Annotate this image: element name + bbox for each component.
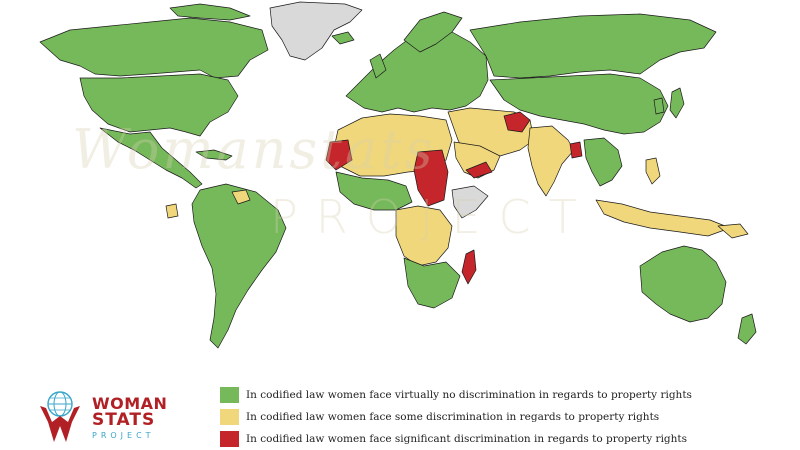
legend-item-none: In codified law women face virtually no … [220,384,780,406]
logo-wordmark: WOMAN STATS PROJECT [92,396,167,444]
region-mexico-central-america [99,127,203,189]
world-map: Womanstats PROJECT [39,1,757,349]
legend-swatch-some [220,409,239,425]
region-southern-africa [403,257,461,309]
legend-label-some: In codified law women face some discrimi… [246,411,660,423]
region-scandinavia [403,11,463,53]
womanstats-logo: WOMAN STATS PROJECT [34,386,214,445]
region-west-africa [335,171,413,211]
region-mauritania [325,139,353,171]
region-australia [639,245,727,323]
legend-item-some: In codified law women face some discrimi… [220,406,780,428]
region-philippines [645,157,661,185]
region-south-america [191,183,287,349]
region-suriname [165,203,179,219]
region-united-states [79,73,239,137]
region-greenland [269,1,363,61]
logo-line-2: STATS [92,410,156,430]
world-map-svg [39,1,757,349]
region-bangladesh [569,141,583,159]
region-iceland [331,31,355,45]
region-indonesia [595,199,731,237]
region-sudan [413,149,449,207]
legend-swatch-significant [220,431,239,447]
region-central-africa [395,205,453,267]
region-india [527,125,575,197]
region-afghanistan [503,111,531,133]
region-guyana [231,189,251,205]
globe-hands-icon [40,391,80,442]
logo-line-1: WOMAN [92,394,168,413]
region-madagascar [461,249,477,285]
region-british-isles [369,53,387,79]
region-europe [345,29,489,113]
region-yemen [465,161,493,179]
region-korea [653,97,665,115]
region-arctic-islands [169,3,251,21]
region-papua-new-guinea [717,223,749,239]
region-japan [669,87,685,119]
region-southeast-asia [583,137,623,187]
legend-label-none: In codified law women face virtually no … [246,389,692,401]
legend-item-significant: In codified law women face significant d… [220,428,780,450]
legend-label-significant: In codified law women face significant d… [246,433,688,445]
region-caribbean [195,149,233,161]
region-russia [469,13,717,79]
region-new-zealand [737,313,757,345]
region-central-east-asia [489,73,669,135]
region-horn-of-africa [451,185,489,219]
region-north-america-north [39,17,269,79]
logo-line-3: PROJECT [92,431,155,440]
legend-swatch-none [220,387,239,403]
map-legend: In codified law women face virtually no … [220,384,780,450]
